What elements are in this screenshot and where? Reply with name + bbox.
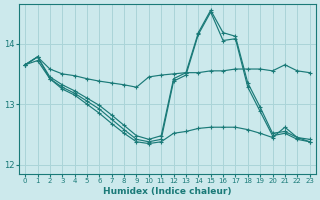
X-axis label: Humidex (Indice chaleur): Humidex (Indice chaleur) <box>103 187 232 196</box>
